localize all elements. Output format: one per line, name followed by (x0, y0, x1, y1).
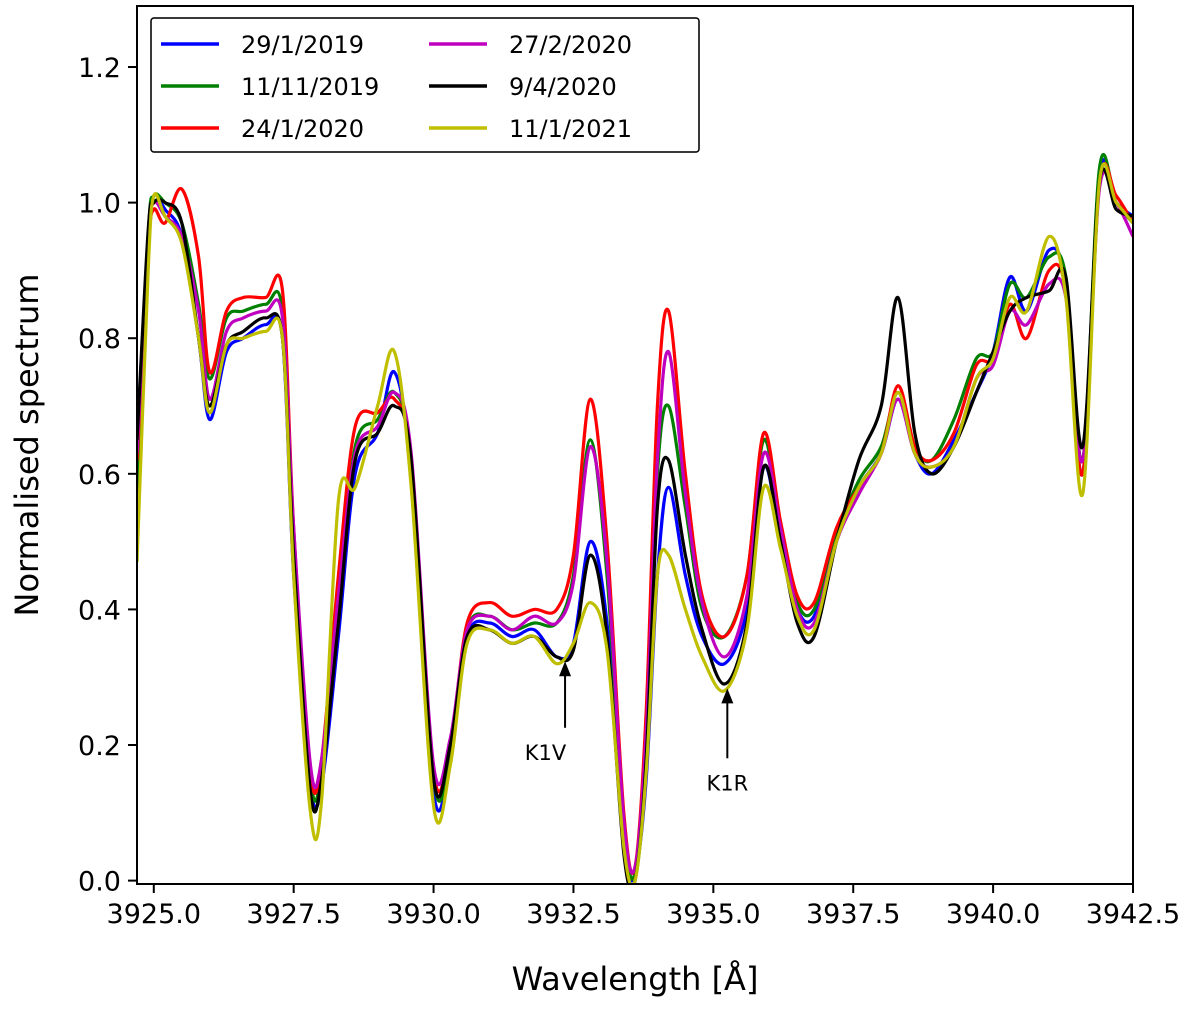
legend-label-2: 11/11/2019 (241, 73, 379, 101)
x-tick-label: 3940.0 (946, 899, 1040, 930)
legend-label-3: 24/1/2020 (241, 115, 364, 143)
x-tick-label: 3927.5 (246, 899, 340, 930)
series-line-6 (137, 162, 1133, 884)
x-axis-title: Wavelength [Å] (512, 960, 759, 998)
y-tick-label: 0.2 (78, 731, 121, 762)
x-tick-label: 3925.0 (107, 899, 201, 930)
annotation-label-2: K1R (706, 771, 748, 795)
x-tick-label: 3935.0 (666, 899, 760, 930)
y-tick-label: 1.2 (78, 53, 121, 84)
y-tick-label: 0.8 (78, 324, 121, 355)
y-tick-label: 0.0 (78, 867, 121, 898)
annotation-arrow-head-2 (721, 688, 734, 704)
x-tick-label: 3942.5 (1086, 899, 1180, 930)
y-tick-label: 1.0 (78, 189, 121, 220)
annotation-layer: K1V K1R (525, 661, 748, 795)
x-tick-label: 3937.5 (806, 899, 900, 930)
legend-box-border (150, 17, 700, 153)
legend-label-5: 9/4/2020 (509, 73, 617, 101)
annotation-label-1: K1V (525, 741, 567, 765)
legend-label-6: 11/1/2021 (509, 115, 632, 143)
x-axis: 3925.0 3927.5 3930.0 3932.5 3935.0 3937.5 3940… (107, 884, 1180, 930)
legend-label-1: 29/1/2019 (241, 31, 364, 59)
legend: 29/1/2019 11/11/2019 24/1/2020 27/2/2020 9/4… (150, 17, 700, 153)
annotation-arrow-head-1 (559, 661, 572, 677)
x-tick-label: 3932.5 (526, 899, 620, 930)
y-axis-title: Normalised spectrum (8, 274, 46, 617)
y-axis: 0.0 0.2 0.4 0.6 0.8 1.0 1.2 (78, 53, 137, 898)
y-tick-label: 0.6 (78, 460, 121, 491)
y-tick-label: 0.4 (78, 595, 121, 626)
series-layer (137, 153, 1133, 884)
x-tick-label: 3930.0 (386, 899, 480, 930)
plot-frame (136, 5, 1134, 885)
legend-label-4: 27/2/2020 (509, 31, 632, 59)
